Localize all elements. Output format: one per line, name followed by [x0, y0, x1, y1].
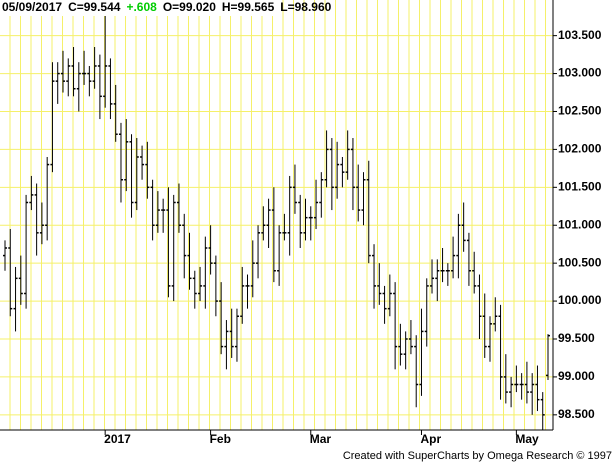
y-tick-label: 99.500	[558, 331, 595, 345]
header: 05/09/2017 C=99.544 +.608 O=99.020 H=99.565 L…	[2, 0, 332, 14]
y-tick-label: 100.000	[558, 293, 602, 307]
x-tick-label: Apr	[420, 432, 441, 446]
x-tick-label: Mar	[310, 432, 332, 446]
header-item: C=99.544	[68, 0, 121, 14]
x-tick-label: 2017	[104, 432, 131, 446]
y-tick-label: 99.000	[558, 369, 595, 383]
x-tick-label: May	[515, 432, 539, 446]
y-tick-label: 100.500	[558, 255, 602, 269]
y-tick-label: 98.500	[558, 407, 595, 421]
y-tick-label: 101.000	[558, 217, 602, 231]
y-tick-label: 102.000	[558, 142, 602, 156]
y-tick-label: 103.000	[558, 66, 602, 80]
footer: Created with SuperCharts by Omega Resear…	[343, 450, 612, 462]
header-background	[0, 0, 278, 16]
y-tick-label: 102.500	[558, 104, 602, 118]
y-tick-label: 103.500	[558, 28, 602, 42]
header-item: O=99.020	[163, 0, 216, 14]
y-tick-label: 101.500	[558, 179, 602, 193]
header-item: 05/09/2017	[2, 0, 62, 14]
header-item: +.608	[126, 0, 157, 14]
header-item: L=98.960	[280, 0, 331, 14]
header-item: H=99.565	[222, 0, 275, 14]
x-tick-label: Feb	[210, 432, 231, 446]
plot-area: 98.500 99.000 99.500 100.000 100.500 101.000 1…	[0, 0, 602, 446]
